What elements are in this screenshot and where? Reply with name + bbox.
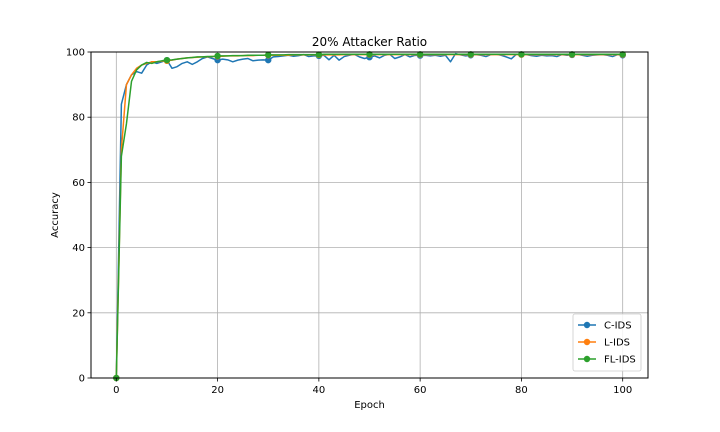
- x-tick-label: 60: [414, 385, 427, 396]
- legend-marker: [583, 338, 591, 346]
- data-point: [619, 51, 626, 58]
- legend-label: L-IDS: [604, 338, 630, 349]
- legend-label: C-IDS: [604, 321, 632, 332]
- data-point: [265, 51, 272, 59]
- y-tick-label: 20: [72, 308, 85, 319]
- y-tick-label: 0: [79, 374, 85, 385]
- x-tick-label: 0: [113, 385, 119, 396]
- plot-area-frame: [90, 51, 649, 379]
- chart-title: 20% Attacker Ratio: [312, 35, 427, 49]
- y-tick-label: 100: [66, 48, 85, 59]
- x-tick-label: 20: [211, 385, 224, 396]
- legend-label: FL-IDS: [604, 355, 636, 366]
- data-point: [366, 51, 373, 58]
- y-axis-label: Accuracy: [50, 192, 61, 238]
- data-series: [113, 51, 626, 382]
- data-point: [315, 51, 323, 58]
- legend-item: FL-IDS: [578, 355, 636, 366]
- legend-item: L-IDS: [578, 338, 630, 349]
- legend-box: [572, 313, 642, 372]
- legend-marker: [583, 355, 591, 363]
- data-point: [518, 51, 525, 58]
- data-point: [265, 56, 272, 64]
- x-tick-label: 100: [613, 385, 632, 396]
- series-fl-ids: [113, 51, 626, 382]
- y-tick-label: 40: [72, 243, 85, 254]
- data-point: [163, 56, 171, 64]
- x-tick-label: 80: [515, 385, 528, 396]
- y-tick-label: 80: [72, 113, 85, 124]
- x-tick-label: 40: [312, 385, 325, 396]
- y-tick-label: 60: [72, 178, 85, 189]
- data-point: [568, 51, 576, 58]
- x-axis-label: Epoch: [354, 400, 385, 411]
- legend-item: C-IDS: [578, 321, 632, 332]
- data-point: [416, 51, 424, 58]
- legend: C-IDS L-IDS FL-IDS: [572, 313, 642, 372]
- legend-marker: [583, 321, 591, 329]
- data-point: [214, 52, 221, 60]
- axis-ticks: 0 20 40 60 80 100 0 20 40 60 80 100: [66, 48, 632, 397]
- data-point: [467, 51, 474, 58]
